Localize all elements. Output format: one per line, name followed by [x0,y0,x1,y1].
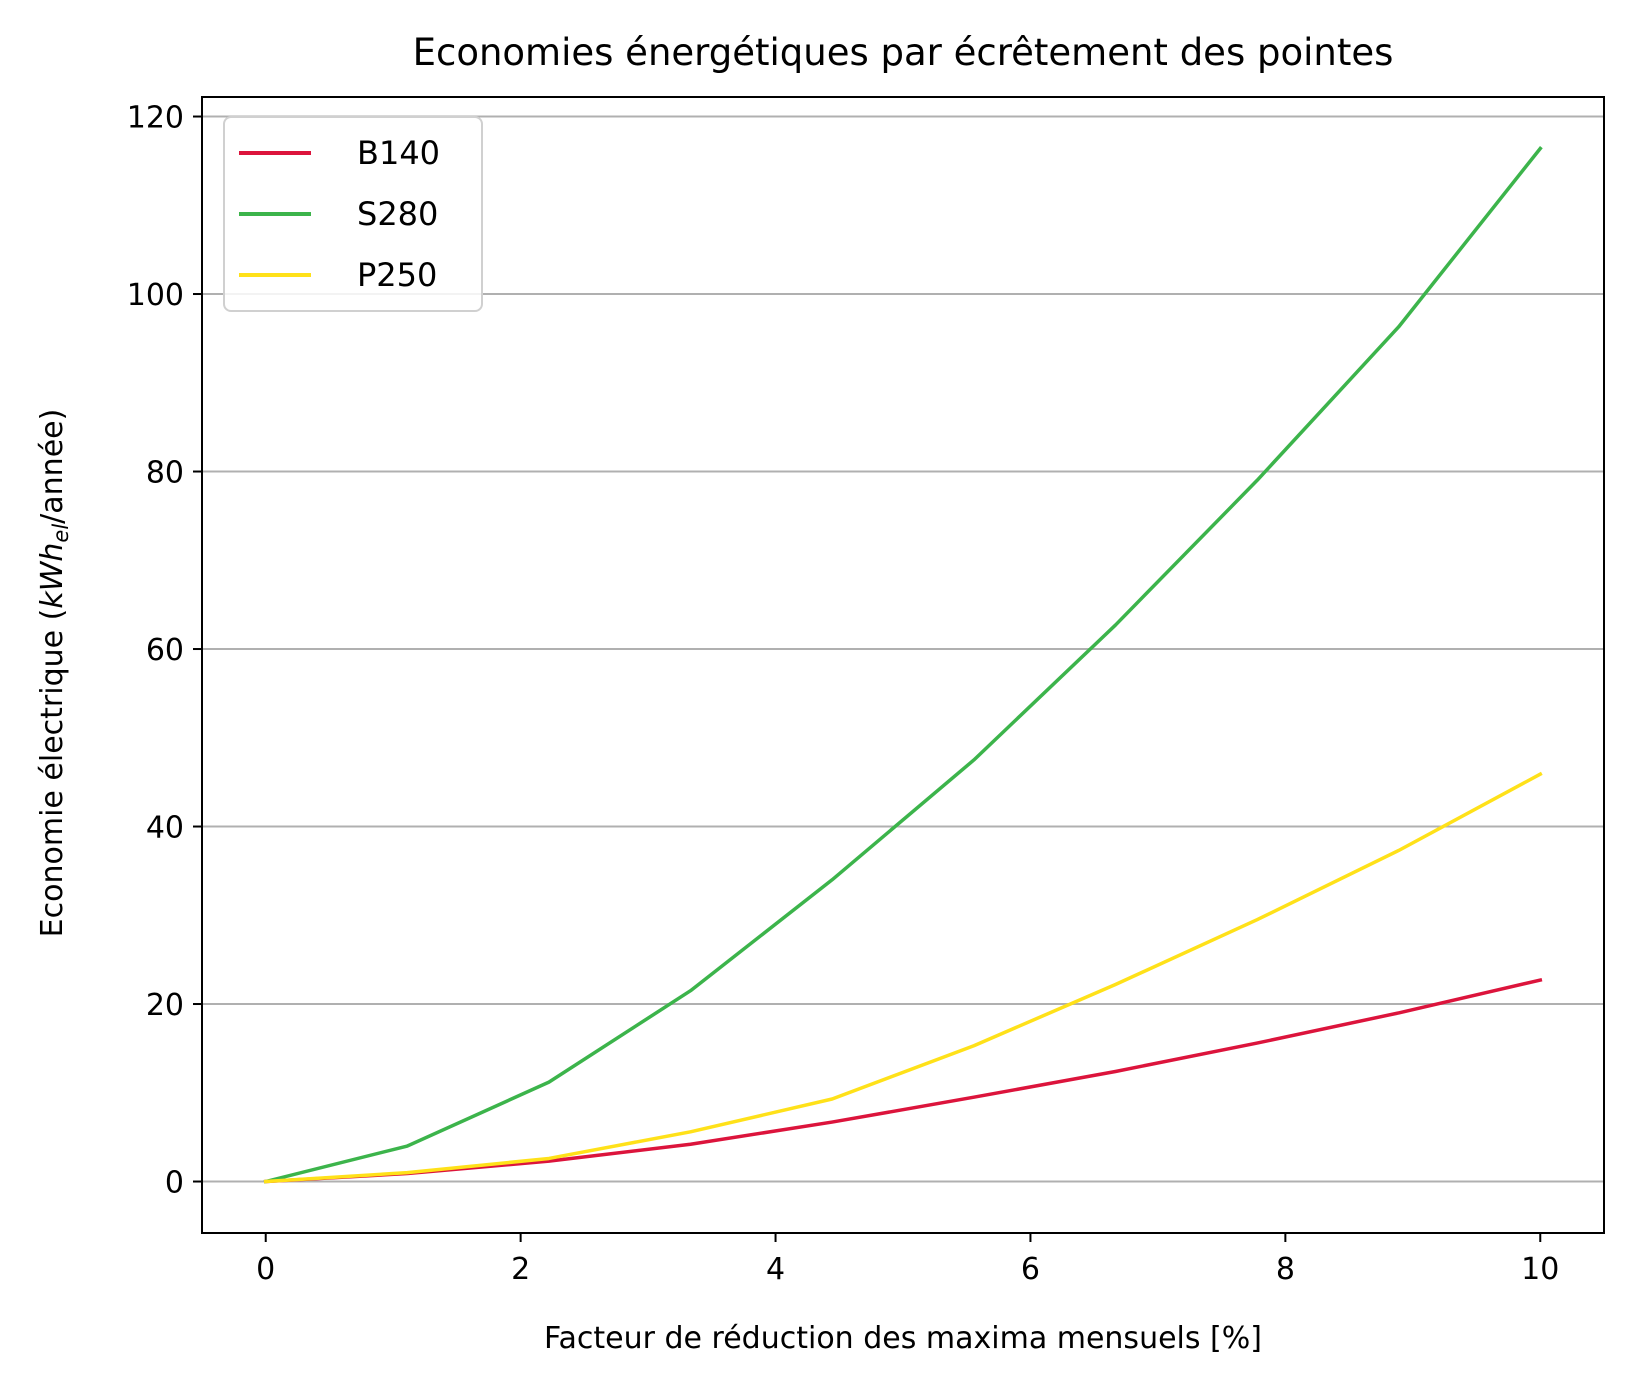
x-tick-label: 0 [256,1252,275,1287]
y-tick-label: 120 [127,101,184,136]
y-tick-label: 40 [146,811,184,846]
x-tick-label: 2 [511,1252,530,1287]
y-axis-label-suffix: /année) [35,409,70,524]
series-line-p250 [263,771,1543,1184]
series-line-b140 [263,977,1543,1184]
y-tick-label: 0 [165,1166,184,1201]
legend-box [223,116,483,312]
chart-title: Economies énergétiques par écrêtement de… [413,31,1394,74]
y-tick-label: 20 [146,988,184,1023]
series-layer [263,146,1543,1184]
x-tick-label: 6 [1021,1252,1040,1287]
y-tick-label: 60 [146,633,184,668]
y-axis-label-unit: kWh [35,543,70,609]
legend-label-p250: P250 [357,256,437,294]
x-tick-label: 4 [766,1252,785,1287]
x-tick-label: 10 [1521,1252,1559,1287]
ticks-layer: 0 20 40 60 80 100 120 0 2 4 6 8 10 [127,101,1560,1287]
y-axis-label: Economie électrique (kWhel/année) [35,409,73,938]
legend: B140 S280 P250 [223,116,483,312]
y-tick-label: 80 [146,456,184,491]
y-tick-label: 100 [127,278,184,313]
y-axis-label-unit-subscript: el [49,524,73,543]
series-line-s280 [263,146,1543,1184]
x-axis-label: Facteur de réduction des maxima mensuels… [544,1321,1262,1356]
legend-label-b140: B140 [357,134,440,172]
x-tick-label: 8 [1276,1252,1295,1287]
legend-label-s280: S280 [357,195,438,233]
y-axis-label-prefix: Economie électrique ( [35,609,70,938]
plot-frame [201,96,1605,1234]
